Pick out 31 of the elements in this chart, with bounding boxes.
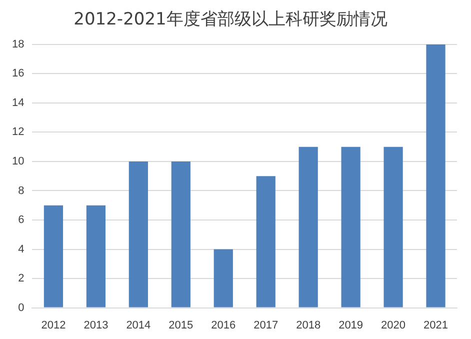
x-tick-label: 2014 bbox=[126, 319, 151, 332]
bar bbox=[171, 161, 190, 308]
bar bbox=[426, 44, 446, 308]
bar bbox=[214, 249, 233, 308]
bar bbox=[128, 161, 148, 308]
y-tick-label: 6 bbox=[18, 214, 24, 226]
bar bbox=[298, 146, 318, 308]
chart-title: 2012-2021年度省部级以上科研奖励情况 bbox=[74, 10, 388, 30]
y-tick-label: 10 bbox=[12, 156, 24, 168]
bar bbox=[384, 146, 403, 308]
x-tick-label: 2013 bbox=[84, 319, 108, 332]
y-tick-label: 0 bbox=[18, 302, 24, 314]
x-tick-label: 2020 bbox=[381, 319, 406, 332]
bar bbox=[86, 205, 106, 308]
y-tick-label: 8 bbox=[18, 184, 24, 197]
y-tick-label: 14 bbox=[12, 96, 24, 109]
y-tick-label: 18 bbox=[12, 38, 24, 50]
x-tick-label: 2017 bbox=[254, 319, 278, 332]
x-tick-label: 2021 bbox=[424, 319, 448, 332]
x-tick-label: 2016 bbox=[211, 319, 236, 332]
y-tick-label: 16 bbox=[12, 68, 24, 80]
bar bbox=[256, 176, 276, 308]
x-tick-label: 2015 bbox=[168, 319, 194, 332]
x-tick-label: 2018 bbox=[296, 319, 321, 332]
x-tick-label: 2012 bbox=[41, 319, 66, 332]
x-tick-label: 2019 bbox=[338, 319, 364, 332]
y-tick-label: 12 bbox=[12, 126, 24, 138]
bar bbox=[341, 146, 360, 308]
y-tick-label: 4 bbox=[18, 243, 24, 256]
bar bbox=[44, 205, 64, 308]
y-tick-label: 2 bbox=[18, 272, 24, 285]
